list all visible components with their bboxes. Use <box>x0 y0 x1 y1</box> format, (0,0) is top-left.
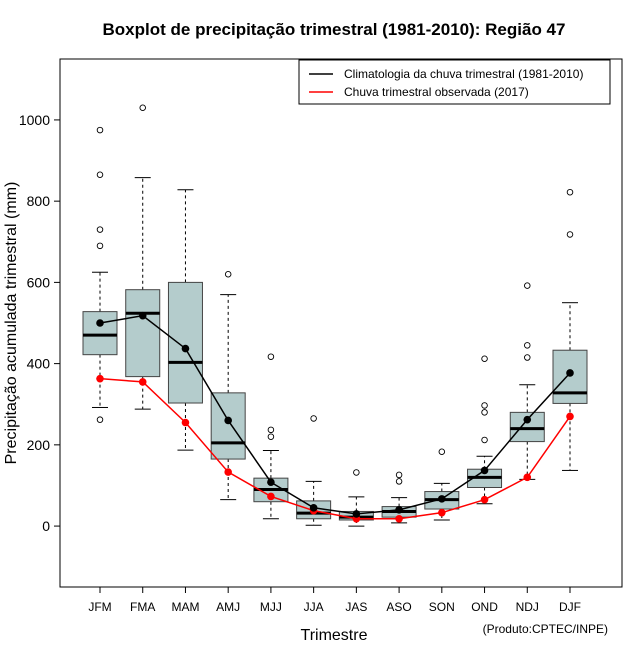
legend-box <box>298 59 611 105</box>
box-iqr <box>82 311 118 356</box>
outlier-point <box>524 282 531 289</box>
x-tick-label: DJF <box>559 600 581 614</box>
series-point-observed-2017 <box>224 468 232 476</box>
x-tick-label: NDJ <box>516 600 539 614</box>
series-line-observed-2017 <box>99 377 571 520</box>
x-tick-label: MJJ <box>260 600 282 614</box>
outlier-point <box>96 242 104 250</box>
series-point-observed-2017 <box>395 514 403 523</box>
plot-frame <box>59 58 623 588</box>
legend: Climatologia da chuva trimestral (1981-2… <box>298 59 611 105</box>
x-tick-label: JJA <box>304 600 324 614</box>
outlier-point <box>438 448 446 456</box>
outlier-point <box>353 469 360 476</box>
outlier-point <box>524 354 531 361</box>
series-point-observed-2017 <box>138 378 147 386</box>
outlier-point <box>224 271 232 278</box>
outlier-point <box>267 433 275 440</box>
box-MAM <box>167 189 203 451</box>
x-tick-label: AMJ <box>216 600 240 614</box>
series-point-observed-2017 <box>566 412 574 421</box>
outlier-point <box>96 126 104 134</box>
outlier-point <box>96 226 104 233</box>
box-AMJ <box>210 271 246 501</box>
y-tick-label: 600 <box>27 274 51 290</box>
legend-label: Chuva trimestral observada (2017) <box>344 85 529 99</box>
series-point-climatology <box>480 466 489 475</box>
outlier-point <box>481 355 488 362</box>
series-point-climatology <box>224 416 232 425</box>
series-point-observed-2017 <box>181 418 190 427</box>
x-tick-label: MAM <box>171 600 199 614</box>
x-tick-label: JAS <box>345 600 367 614</box>
box-FMA <box>125 104 161 410</box>
series-point-climatology <box>309 504 318 512</box>
box-iqr <box>210 392 246 460</box>
series-point-climatology <box>395 506 403 514</box>
outlier-point <box>96 416 104 423</box>
box-DJF <box>552 188 588 471</box>
box-iqr <box>552 349 588 404</box>
x-tick-label: OND <box>471 600 498 614</box>
series-point-climatology <box>523 415 532 424</box>
outlier-point <box>524 342 531 349</box>
series-point-climatology <box>181 344 190 353</box>
y-axis-label: Precipitação acumulada trimestral (mm) <box>3 182 20 465</box>
plot-area: 0 200 400 600 800 1000 JFM FMA MAM AMJ MJJ JJA JAS AS… <box>19 58 623 614</box>
outlier-point <box>481 402 488 409</box>
y-tick-label: 800 <box>27 193 51 209</box>
series-point-climatology <box>138 311 147 320</box>
y-tick-label: 400 <box>27 356 51 372</box>
series-point-climatology <box>566 369 574 377</box>
series-point-observed-2017 <box>438 508 446 517</box>
outlier-point <box>310 415 317 422</box>
x-axis-label: Trimestre <box>301 627 368 644</box>
series-point-climatology <box>96 319 104 327</box>
y-tick-label: 0 <box>42 518 50 534</box>
outlier-point <box>566 188 574 196</box>
box-NDJ <box>509 282 545 480</box>
outlier-point <box>481 436 488 444</box>
series-point-observed-2017 <box>480 495 489 504</box>
series-point-climatology <box>267 478 275 487</box>
outlier-point <box>267 426 275 434</box>
x-tick-label: FMA <box>130 600 155 614</box>
chart-title: Boxplot de precipitação trimestral (1981… <box>103 20 566 39</box>
credit-text: (Produto:CPTEC/INPE) <box>483 622 608 636</box>
box-iqr <box>167 281 203 404</box>
x-tick-label: SON <box>429 600 455 614</box>
series-point-observed-2017 <box>96 374 104 383</box>
x-tick-label: ASO <box>386 600 411 614</box>
box-JFM <box>82 126 118 423</box>
outlier-point <box>96 171 104 179</box>
y-tick-label: 200 <box>27 437 51 453</box>
x-tick-label: JFM <box>88 600 111 614</box>
outlier-point <box>481 409 488 416</box>
series-point-climatology <box>352 510 361 518</box>
outlier-point <box>395 478 403 485</box>
outlier-point <box>139 104 146 111</box>
series-line-climatology <box>99 314 571 515</box>
outlier-point <box>395 471 403 479</box>
outlier-point <box>566 231 574 238</box>
legend-label: Climatologia da chuva trimestral (1981-2… <box>344 67 583 81</box>
box-OND <box>467 355 503 505</box>
outlier-point <box>267 353 275 360</box>
y-tick-label: 1000 <box>19 112 50 128</box>
series-point-climatology <box>438 495 446 503</box>
series-point-observed-2017 <box>523 473 532 482</box>
series-point-observed-2017 <box>267 492 275 501</box>
box-iqr <box>125 289 161 378</box>
